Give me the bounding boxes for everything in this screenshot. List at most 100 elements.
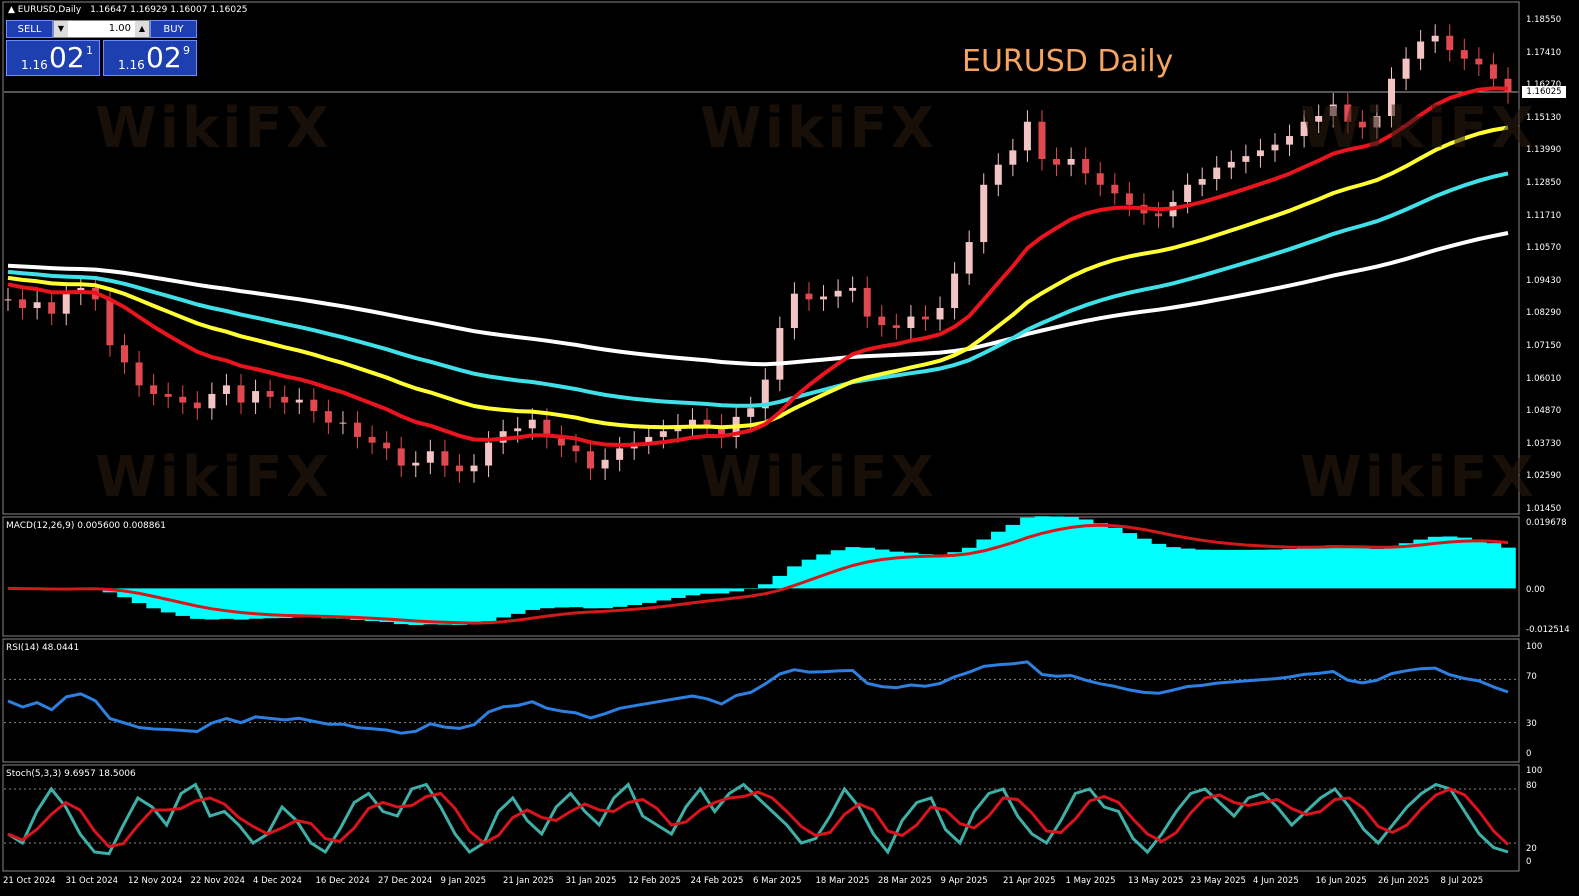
axis-tick-label: 1.11710	[1526, 210, 1562, 221]
lot-increase-icon[interactable]: ▲	[135, 21, 149, 37]
candle-body	[1082, 158, 1090, 174]
axis-tick-label: 1.17410	[1526, 47, 1562, 58]
macd-histogram-bar	[1107, 527, 1123, 589]
candle-body	[1300, 121, 1308, 137]
macd-histogram-bar	[1136, 538, 1152, 589]
axis-tick-label: 0	[1526, 749, 1532, 759]
candle-body	[281, 396, 289, 403]
axis-tick-label: 1.02590	[1526, 471, 1562, 482]
date-tick-label: 4 Jun 2025	[1253, 876, 1299, 886]
watermark: WikiFX	[95, 445, 332, 510]
candle-body	[1504, 78, 1512, 93]
candle-body	[1271, 144, 1279, 151]
macd-histogram-bar	[1122, 533, 1138, 589]
candle-body	[616, 448, 624, 460]
collapse-arrow-icon[interactable]: ▲	[8, 5, 15, 15]
macd-histogram-bar	[262, 588, 278, 619]
candle-body	[1067, 158, 1075, 165]
axis-tick-label: 1.07150	[1526, 341, 1562, 351]
stoch-label: Stoch(5,3,3) 9.6957 18.5006	[6, 769, 136, 779]
buy-quote-sup: 9	[183, 44, 190, 57]
macd-histogram-bar	[1063, 516, 1079, 589]
buy-quote[interactable]: 1.16 02 9	[103, 40, 197, 76]
main-panel-frame	[2, 1, 1520, 515]
macd-histogram-bar	[379, 588, 395, 623]
watermark: WikiFX	[1300, 445, 1537, 510]
symbol-header: ▲ EURUSD,Daily 1.16647 1.16929 1.16007 1…	[8, 5, 248, 15]
candle-body	[1417, 41, 1425, 59]
candle-body	[1387, 78, 1395, 116]
macd-histogram-bar	[583, 588, 599, 609]
candle-body	[907, 316, 915, 329]
candle-body	[718, 425, 726, 437]
candle-body	[222, 385, 230, 394]
macd-histogram-bar	[1325, 545, 1342, 589]
buy-quote-prefix: 1.16	[118, 58, 145, 72]
ema-slow-line	[7, 171, 1509, 408]
ohlc-values: 1.16647 1.16929 1.16007 1.16025	[90, 5, 248, 15]
macd-histogram-bar	[1486, 543, 1502, 589]
date-tick-label: 31 Jan 2025	[565, 876, 617, 886]
axis-tick-label: 0.00	[1526, 585, 1545, 595]
candle-body	[48, 302, 56, 314]
lot-size-value[interactable]: 1.00	[108, 23, 131, 34]
candle-body	[863, 287, 871, 317]
candle-body	[965, 242, 973, 274]
macd-histogram-bar	[991, 531, 1007, 589]
lot-decrease-icon[interactable]: ▼	[54, 21, 68, 37]
candle-body	[1154, 213, 1162, 217]
axis-tick-label: 1.06010	[1526, 373, 1562, 384]
date-tick-label: 4 Dec 2024	[253, 876, 302, 886]
macd-histogram-bar	[219, 588, 235, 619]
axis-tick-label: 1.08290	[1526, 308, 1562, 319]
macd-histogram-bar	[714, 588, 730, 594]
candle-body	[339, 422, 347, 424]
macd-histogram-bar	[393, 588, 409, 625]
candle-body	[164, 393, 172, 397]
candle-body	[703, 419, 711, 426]
candle-body	[688, 419, 696, 426]
candle-body	[354, 422, 362, 437]
sell-quote-prefix: 1.16	[21, 58, 48, 72]
macd-histogram-bar	[728, 588, 744, 592]
rsi-line	[7, 660, 1509, 735]
date-tick-label: 21 Oct 2024	[3, 876, 56, 886]
candle-body	[878, 316, 886, 326]
axis-tick-label: 70	[1526, 672, 1537, 682]
axis-tick-label: 100	[1526, 766, 1543, 776]
axis-tick-label: 1.01450	[1526, 504, 1562, 514]
candle-body	[397, 448, 405, 466]
macd-histogram-bar	[408, 588, 424, 626]
sell-button[interactable]: SELL	[6, 20, 53, 38]
date-tick-label: 21 Jan 2025	[503, 876, 554, 886]
macd-histogram-bar	[190, 588, 206, 619]
candle-body	[543, 419, 551, 437]
candle-body	[645, 436, 653, 443]
candle-body	[514, 428, 522, 432]
macd-histogram-bar	[772, 575, 788, 589]
axis-tick-label: 1.16270	[1526, 80, 1562, 91]
axis-tick-label: 100	[1526, 642, 1543, 652]
macd-histogram-bar	[1427, 536, 1443, 589]
candle-body	[62, 293, 70, 314]
candle-body	[980, 184, 988, 243]
watermark: WikiFX	[700, 445, 937, 510]
candle-body	[266, 391, 274, 397]
buy-button[interactable]: BUY	[150, 20, 197, 38]
macd-histogram-bar	[1267, 549, 1283, 589]
macd-histogram-bar	[1398, 543, 1414, 589]
lot-size-field[interactable]: ▼ 1.00 ▲	[53, 20, 150, 38]
sell-quote[interactable]: 1.16 02 1	[6, 40, 100, 76]
date-tick-label: 12 Feb 2025	[628, 876, 681, 886]
macd-histogram-bar	[1369, 548, 1385, 589]
macd-histogram-bar	[306, 588, 322, 618]
candle-body	[1198, 179, 1206, 185]
macd-histogram-bar	[277, 588, 293, 619]
macd-histogram-bar	[976, 539, 992, 589]
macd-histogram-bar	[1180, 548, 1196, 589]
macd-histogram-bar	[1005, 524, 1021, 589]
macd-histogram-bar	[1151, 543, 1167, 589]
candle-body	[237, 385, 245, 403]
symbol-label: EURUSD,Daily	[17, 5, 82, 15]
current-price-tag: 1.16025	[1522, 86, 1566, 98]
